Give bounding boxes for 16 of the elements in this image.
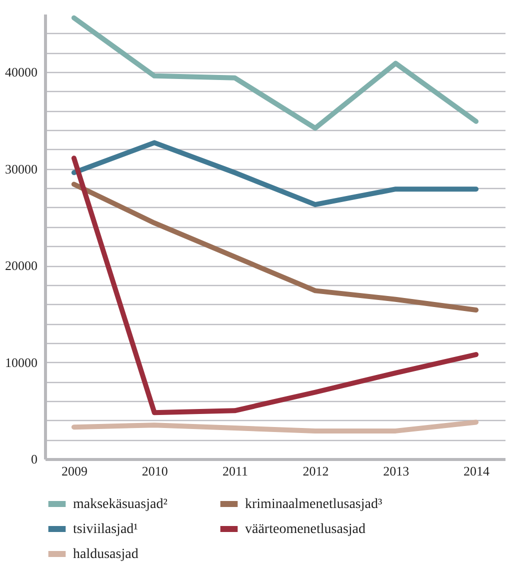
legend-label: kriminaalmenetlusasjad³ [245, 497, 382, 512]
y-tick-label: 0 [31, 452, 38, 466]
x-tick-label: 2009 [61, 464, 88, 478]
legend-label: väärteomenetlusasjad [245, 522, 366, 537]
y-tick-label: 20000 [5, 258, 38, 274]
y-tick-label: 10000 [5, 354, 38, 370]
legend-label: haldusasjad [73, 547, 138, 562]
y-tick-label: 30000 [5, 161, 38, 176]
x-tick-label: 2014 [464, 464, 490, 478]
y-tick-label: 40000 [5, 64, 38, 80]
x-tick-label: 2010 [142, 464, 168, 478]
legend-label: tsiviilasjad¹ [73, 522, 138, 537]
legend-label: maksekäsuasjad² [73, 497, 168, 512]
x-tick-label: 2011 [222, 464, 248, 478]
x-tick-label: 2012 [302, 464, 329, 478]
x-tick-label: 2013 [383, 464, 410, 478]
